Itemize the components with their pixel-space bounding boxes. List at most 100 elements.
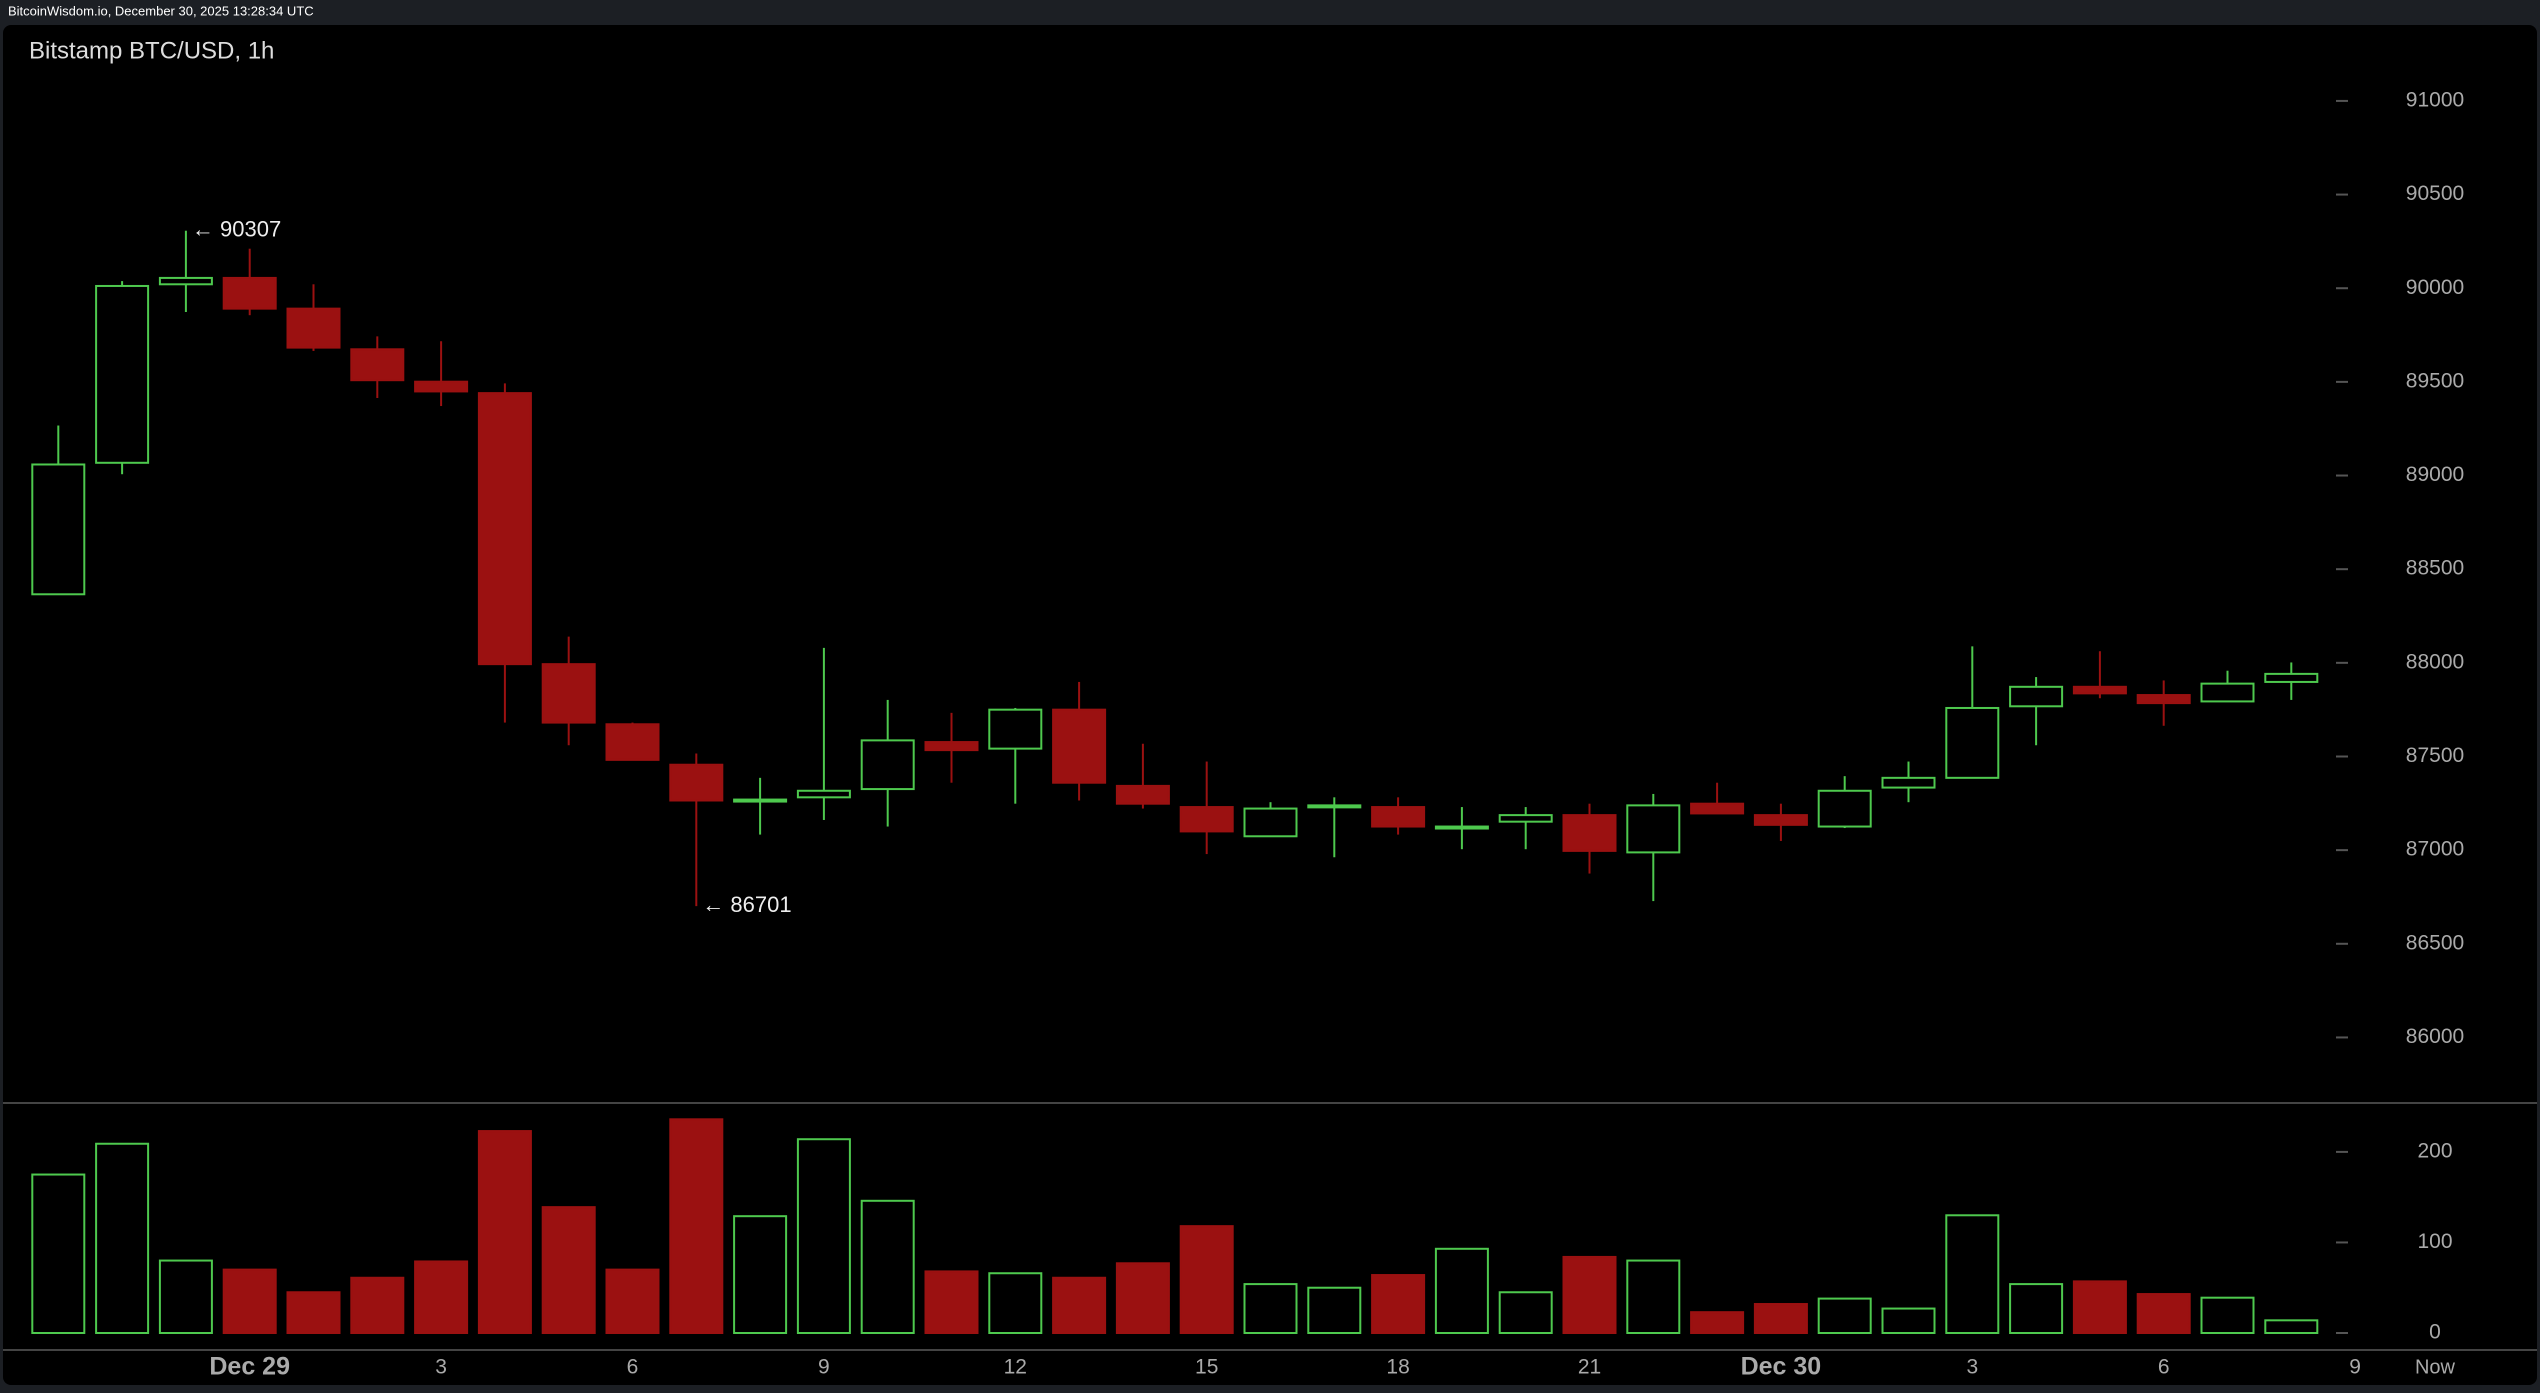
volume-bar	[1945, 1214, 2000, 1334]
y-tick-label: 87500	[2406, 744, 2464, 767]
volume-bar	[1434, 1247, 1489, 1334]
panel	[3, 25, 2537, 1385]
volume-bar	[1562, 1255, 1617, 1335]
candle-body	[605, 723, 660, 761]
candle-body	[2072, 685, 2127, 695]
candle-body	[796, 789, 851, 799]
low-annotation: ← 86701	[702, 892, 791, 917]
candle-body	[1562, 814, 1617, 852]
candle-body	[350, 348, 405, 382]
volume-bar	[1881, 1307, 1936, 1334]
candle-body	[31, 463, 86, 596]
high-annotation: ← 90307	[192, 217, 281, 242]
candle-body	[1626, 804, 1681, 854]
volume-bar	[1179, 1225, 1234, 1335]
y-tick-label: 88000	[2406, 650, 2464, 673]
candle-body	[95, 284, 150, 464]
y-tick-label: 90500	[2406, 182, 2464, 205]
chart-title: Bitstamp BTC/USD, 1h	[29, 37, 274, 64]
volume-bar	[733, 1215, 788, 1334]
volume-bar	[95, 1142, 150, 1335]
y-tick-label: 91000	[2406, 88, 2464, 111]
volume-bar	[350, 1276, 405, 1335]
y-tick-label: 86500	[2406, 931, 2464, 954]
volume-bar	[541, 1206, 596, 1335]
volume-bar	[1371, 1274, 1426, 1334]
volume-bar	[2136, 1293, 2191, 1334]
y-tick-label: 88500	[2406, 557, 2464, 580]
volume-bar	[1052, 1276, 1107, 1335]
volume-tick-label: 100	[2417, 1230, 2452, 1253]
candle-body	[541, 663, 596, 724]
volume-bar	[158, 1259, 213, 1335]
volume-bar	[1626, 1259, 1681, 1335]
candle-body	[222, 276, 277, 310]
volume-bar	[2264, 1319, 2319, 1335]
header: BitcoinWisdom.io, December 30, 2025 13:2…	[8, 3, 314, 18]
volume-bar	[669, 1118, 724, 1334]
candle-body	[860, 739, 915, 791]
volume-bar	[2009, 1283, 2064, 1335]
x-tick-label: 15	[1195, 1356, 1218, 1379]
x-tick-label: Dec 29	[209, 1353, 290, 1381]
x-tick-label: 18	[1386, 1356, 1409, 1379]
volume-bar	[988, 1272, 1043, 1334]
candle-body	[1371, 806, 1426, 828]
candle-body	[414, 380, 469, 393]
candle-body	[669, 763, 724, 802]
volume-bar	[1243, 1283, 1298, 1335]
candle-body	[1052, 708, 1107, 784]
volume-bar	[1498, 1291, 1553, 1334]
candle-body	[733, 798, 788, 803]
volume-tick-label: 200	[2417, 1139, 2452, 1162]
candle-body	[1179, 806, 1234, 833]
candle-body	[1307, 804, 1362, 809]
candle-body	[1690, 802, 1745, 815]
candle-body	[1434, 825, 1489, 830]
volume-bar	[2072, 1280, 2127, 1335]
candle-body	[2200, 682, 2255, 703]
candle-body	[924, 741, 979, 752]
candle-body	[2136, 694, 2191, 705]
x-tick-label: 9	[818, 1356, 830, 1379]
x-tick-label: 12	[1004, 1356, 1027, 1379]
volume-bar	[796, 1138, 851, 1334]
x-tick-label: 6	[627, 1356, 639, 1379]
volume-bar	[860, 1199, 915, 1335]
volume-bar	[605, 1268, 660, 1334]
y-tick-label: 86000	[2406, 1025, 2464, 1048]
now-label: Now	[2415, 1356, 2456, 1378]
candle-body	[2009, 685, 2064, 708]
candle-body	[2264, 672, 2319, 683]
volume-bar	[222, 1268, 277, 1334]
volume-bar	[414, 1260, 469, 1335]
candle-body	[988, 708, 1043, 750]
candle-body	[1945, 706, 2000, 779]
volume-bar	[477, 1130, 532, 1335]
candle-body	[1753, 814, 1808, 826]
volume-bar	[31, 1173, 86, 1334]
volume-bar	[2200, 1296, 2255, 1335]
candle-body	[158, 276, 213, 286]
volume-bar	[1753, 1303, 1808, 1335]
candle-body	[1817, 789, 1872, 828]
candle-body	[477, 392, 532, 666]
candle-body	[286, 307, 341, 349]
volume-bar	[1307, 1286, 1362, 1334]
candle-body	[1881, 776, 1936, 789]
x-tick-label: 21	[1578, 1356, 1601, 1379]
y-tick-label: 89000	[2406, 463, 2464, 486]
volume-bar	[1690, 1311, 1745, 1334]
volume-bar	[286, 1291, 341, 1334]
candle-body	[1498, 814, 1553, 823]
y-tick-label: 87000	[2406, 838, 2464, 861]
x-tick-label: 6	[2158, 1356, 2170, 1379]
volume-bar	[924, 1270, 979, 1334]
y-tick-label: 89500	[2406, 369, 2464, 392]
x-tick-label: 3	[1966, 1356, 1978, 1379]
x-tick-label: 3	[435, 1356, 447, 1379]
volume-bar	[1115, 1262, 1170, 1335]
y-tick-label: 90000	[2406, 276, 2464, 299]
